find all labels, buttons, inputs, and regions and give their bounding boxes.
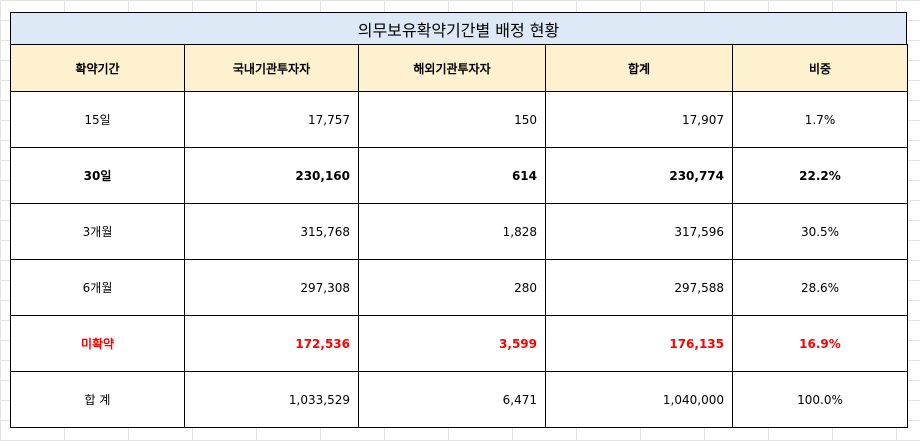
cell-foreign[interactable]: 280 bbox=[358, 259, 546, 316]
cell-foreign[interactable]: 6,471 bbox=[358, 371, 546, 428]
cell-total[interactable]: 176,135 bbox=[545, 315, 733, 372]
cell-period[interactable]: 합 계 bbox=[10, 371, 185, 428]
cell-period[interactable]: 30일 bbox=[10, 147, 185, 204]
cell-foreign[interactable]: 3,599 bbox=[358, 315, 546, 372]
cell-total[interactable]: 1,040,000 bbox=[545, 371, 733, 428]
cell-total[interactable]: 17,907 bbox=[545, 91, 733, 148]
cell-share[interactable]: 28.6% bbox=[732, 259, 908, 316]
cell-foreign[interactable]: 150 bbox=[358, 91, 546, 148]
table-row: 30일 230,160 614 230,774 22.2% bbox=[10, 147, 908, 204]
cell-foreign[interactable]: 614 bbox=[358, 147, 546, 204]
header-domestic[interactable]: 국내기관투자자 bbox=[184, 44, 359, 92]
cell-total[interactable]: 297,588 bbox=[545, 259, 733, 316]
header-share[interactable]: 비중 bbox=[732, 44, 908, 92]
cell-total[interactable]: 317,596 bbox=[545, 203, 733, 260]
cell-share[interactable]: 1.7% bbox=[732, 91, 908, 148]
cell-total[interactable]: 230,774 bbox=[545, 147, 733, 204]
cell-foreign[interactable]: 1,828 bbox=[358, 203, 546, 260]
header-total[interactable]: 합계 bbox=[545, 44, 733, 92]
cell-domestic[interactable]: 297,308 bbox=[184, 259, 359, 316]
cell-domestic[interactable]: 1,033,529 bbox=[184, 371, 359, 428]
table-row: 15일 17,757 150 17,907 1.7% bbox=[10, 91, 908, 148]
cell-period[interactable]: 6개월 bbox=[10, 259, 185, 316]
cell-period[interactable]: 미확약 bbox=[10, 315, 185, 372]
cell-share[interactable]: 22.2% bbox=[732, 147, 908, 204]
cell-domestic[interactable]: 230,160 bbox=[184, 147, 359, 204]
cell-domestic[interactable]: 172,536 bbox=[184, 315, 359, 372]
header-period[interactable]: 확약기간 bbox=[10, 44, 185, 92]
table-row: 미확약 172,536 3,599 176,135 16.9% bbox=[10, 315, 908, 372]
cell-share[interactable]: 30.5% bbox=[732, 203, 908, 260]
cell-period[interactable]: 15일 bbox=[10, 91, 185, 148]
table-row: 합 계 1,033,529 6,471 1,040,000 100.0% bbox=[10, 371, 908, 428]
cell-period[interactable]: 3개월 bbox=[10, 203, 185, 260]
cell-domestic[interactable]: 17,757 bbox=[184, 91, 359, 148]
header-row: 확약기간 국내기관투자자 해외기관투자자 합계 비중 bbox=[10, 44, 908, 92]
header-foreign[interactable]: 해외기관투자자 bbox=[358, 44, 546, 92]
cell-share[interactable]: 100.0% bbox=[732, 371, 908, 428]
table-row: 3개월 315,768 1,828 317,596 30.5% bbox=[10, 203, 908, 260]
table-title: 의무보유확약기간별 배정 현황 bbox=[10, 12, 907, 45]
cell-domestic[interactable]: 315,768 bbox=[184, 203, 359, 260]
cell-share[interactable]: 16.9% bbox=[732, 315, 908, 372]
allocation-table: 확약기간 국내기관투자자 해외기관투자자 합계 비중 15일 17,757 15… bbox=[10, 44, 908, 428]
table-row: 6개월 297,308 280 297,588 28.6% bbox=[10, 259, 908, 316]
